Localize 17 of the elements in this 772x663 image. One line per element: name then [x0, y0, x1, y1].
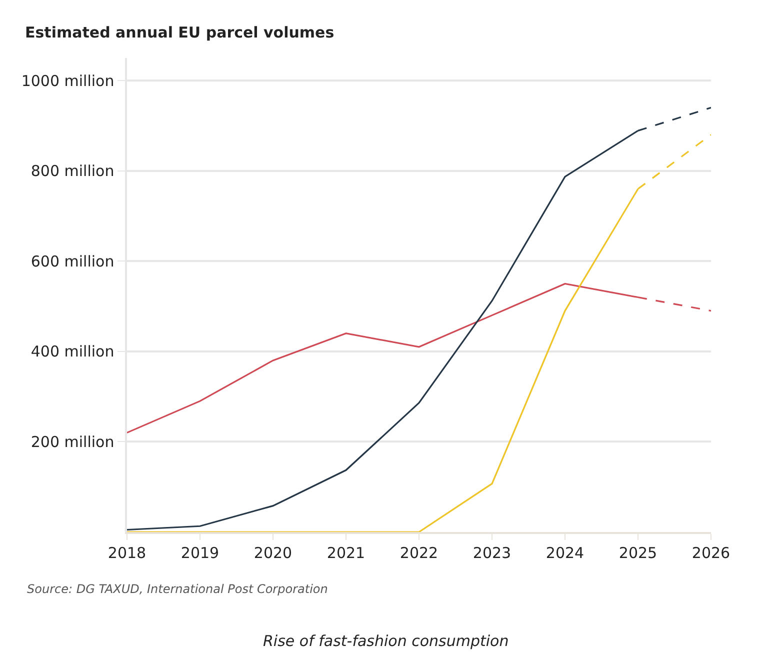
x-tick-label: 2022	[400, 544, 438, 562]
x-tick-label: 2019	[180, 544, 220, 562]
y-tick-label: 1000 million	[21, 72, 114, 90]
x-tick-label: 2021	[326, 544, 366, 562]
source-note: Source: DG TAXUD, International Post Corporation	[27, 582, 328, 596]
x-tick-label: 2023	[472, 544, 512, 562]
text: Rise of fast-fashion consumption	[263, 632, 509, 650]
x-tick-label: 2024	[546, 544, 584, 562]
x-tick-label: 2018	[108, 544, 146, 562]
x-tick-label: 2025	[618, 544, 658, 562]
chart-title: Estimated annual EU parcel volumes	[25, 23, 334, 42]
x-tick-label: 2026	[692, 544, 730, 562]
y-tick-label: 600 million	[30, 252, 114, 270]
x-tick-label: 2020	[254, 544, 292, 562]
y-tick-label: 200 million	[30, 432, 114, 451]
y-tick-label: 800 million	[30, 162, 114, 180]
y-tick-label: 400 million	[30, 342, 114, 361]
